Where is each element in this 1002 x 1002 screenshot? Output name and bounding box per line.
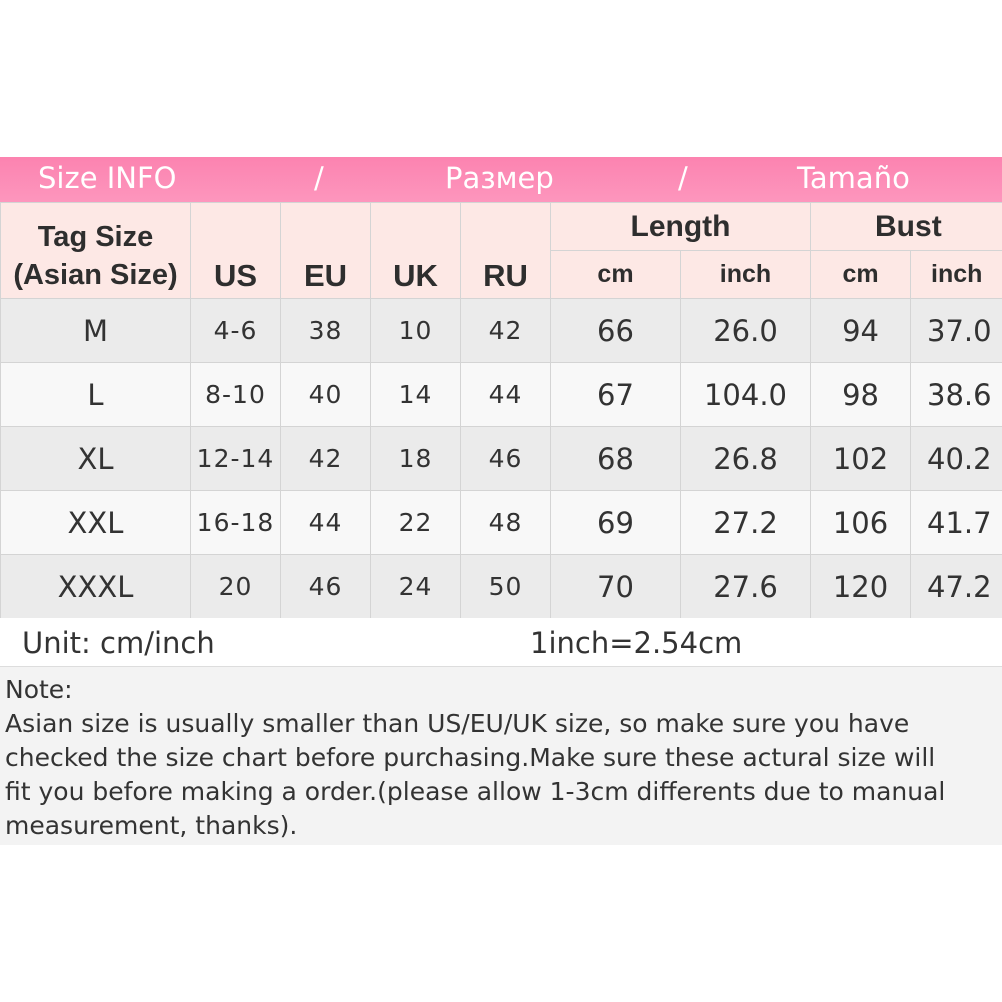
table-cell: 12-14 (190, 426, 281, 491)
table-cell: 98 (810, 362, 912, 427)
table-row: L 8-10 40 14 44 67 104.0 98 38.6 (0, 362, 1002, 427)
unit-label: Unit: cm/inch (22, 626, 215, 660)
table-cell: 120 (810, 554, 912, 619)
table-cell: 104.0 (679, 362, 812, 427)
table-cell: 40 (280, 362, 371, 427)
table-cell: 46 (280, 554, 371, 619)
table-cell: 26.8 (679, 426, 812, 491)
table-cell: 68 (550, 426, 681, 491)
unit-conversion: 1inch=2.54cm (530, 626, 743, 660)
note-section: Note: Asian size is usually smaller than… (0, 667, 1002, 845)
table-cell: 106 (810, 490, 912, 555)
table-cell: 102 (810, 426, 912, 491)
size-info-banner: Size INFO / Размер / Tamaño (0, 157, 1002, 202)
table-cell: 26.0 (679, 298, 812, 363)
note-line: measurement, thanks). (5, 811, 298, 840)
banner-title-es: Tamaño (797, 161, 910, 195)
table-cell: 27.2 (679, 490, 812, 555)
table-cell: 94 (810, 298, 912, 363)
header-length: Length (549, 202, 812, 251)
table-cell: 44 (460, 362, 551, 427)
table-cell: 40.2 (910, 426, 1002, 491)
table-row: XXL 16-18 44 22 48 69 27.2 106 41.7 (0, 490, 1002, 555)
table-cell: 10 (370, 298, 461, 363)
table-cell: L (0, 362, 191, 427)
table-cell: 38 (280, 298, 371, 363)
header-bust: Bust (810, 202, 1002, 251)
table-cell: XXXL (0, 554, 191, 619)
note-line: checked the size chart before purchasing… (5, 743, 936, 772)
table-cell: 37.0 (910, 298, 1002, 363)
table-cell: 46 (460, 426, 551, 491)
header-length-cm: cm (550, 250, 681, 299)
note-line: fit you before making a order.(please al… (5, 777, 946, 806)
unit-row: Unit: cm/inch 1inch=2.54cm (0, 618, 1002, 667)
table-cell: 8-10 (190, 362, 281, 427)
banner-title-en: Size INFO (38, 161, 177, 195)
header-bust-inch: inch (910, 250, 1002, 299)
header-bust-cm: cm (810, 250, 912, 299)
table-cell: 47.2 (910, 554, 1002, 619)
table-cell: 24 (370, 554, 461, 619)
banner-title-ru: Размер (445, 161, 554, 195)
note-title: Note: (5, 675, 73, 704)
table-cell: 27.6 (679, 554, 812, 619)
table-cell: 22 (370, 490, 461, 555)
table-cell: XXL (0, 490, 191, 555)
table-cell: 70 (550, 554, 681, 619)
table-cell: 42 (280, 426, 371, 491)
table-cell: 4-6 (190, 298, 281, 363)
table-cell: XL (0, 426, 191, 491)
banner-separator: / (678, 161, 688, 195)
table-cell: 50 (460, 554, 551, 619)
table-cell: 14 (370, 362, 461, 427)
table-row: XL 12-14 42 18 46 68 26.8 102 40.2 (0, 426, 1002, 491)
table-cell: 18 (370, 426, 461, 491)
note-line: Asian size is usually smaller than US/EU… (5, 709, 910, 738)
header-ru: RU (460, 202, 551, 299)
table-cell: 44 (280, 490, 371, 555)
table-cell: 67 (550, 362, 681, 427)
table-cell: 38.6 (910, 362, 1002, 427)
table-cell: 69 (550, 490, 681, 555)
table-cell: 16-18 (190, 490, 281, 555)
banner-separator: / (314, 161, 324, 195)
table-cell: 66 (550, 298, 681, 363)
table-cell: 20 (190, 554, 281, 619)
header-uk: UK (370, 202, 461, 299)
header-tag-size: Tag Size (Asian Size) (0, 202, 191, 299)
table-row: XXXL 20 46 24 50 70 27.6 120 47.2 (0, 554, 1002, 619)
header-length-inch: inch (679, 250, 812, 299)
table-row: M 4-6 38 10 42 66 26.0 94 37.0 (0, 298, 1002, 363)
table-cell: M (0, 298, 191, 363)
table-cell: 48 (460, 490, 551, 555)
table-cell: 42 (460, 298, 551, 363)
header-eu: EU (280, 202, 371, 299)
size-chart-table: Tag Size (Asian Size) US EU UK RU Length … (0, 202, 1002, 619)
header-us: US (190, 202, 281, 299)
table-cell: 41.7 (910, 490, 1002, 555)
